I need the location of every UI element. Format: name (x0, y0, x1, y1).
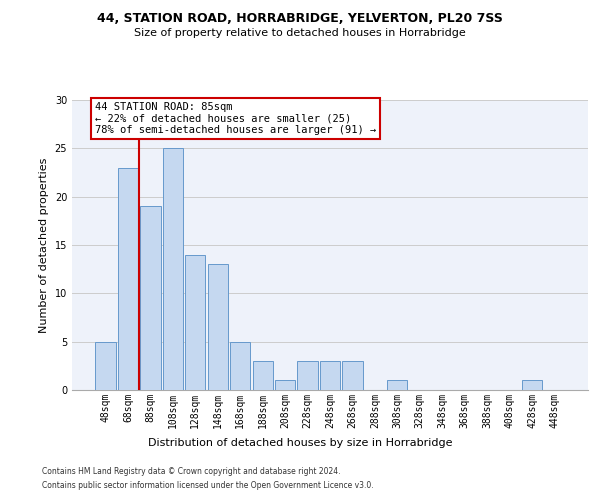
Bar (298, 361, 317, 390)
Bar (343, 361, 362, 390)
Bar (387, 380, 407, 390)
Bar (118, 168, 138, 390)
Bar (208, 264, 228, 390)
Text: Contains public sector information licensed under the Open Government Licence v3: Contains public sector information licen… (42, 481, 374, 490)
Bar (522, 380, 542, 390)
Bar (140, 206, 161, 390)
Text: Distribution of detached houses by size in Horrabridge: Distribution of detached houses by size … (148, 438, 452, 448)
Text: Size of property relative to detached houses in Horrabridge: Size of property relative to detached ho… (134, 28, 466, 38)
Bar (253, 361, 273, 390)
Y-axis label: Number of detached properties: Number of detached properties (39, 158, 49, 332)
Bar (275, 380, 295, 390)
Bar (320, 361, 340, 390)
Bar (95, 342, 116, 390)
Bar (163, 148, 183, 390)
Text: 44, STATION ROAD, HORRABRIDGE, YELVERTON, PL20 7SS: 44, STATION ROAD, HORRABRIDGE, YELVERTON… (97, 12, 503, 26)
Bar (185, 254, 205, 390)
Bar (230, 342, 250, 390)
Text: Contains HM Land Registry data © Crown copyright and database right 2024.: Contains HM Land Registry data © Crown c… (42, 467, 341, 476)
Text: 44 STATION ROAD: 85sqm
← 22% of detached houses are smaller (25)
78% of semi-det: 44 STATION ROAD: 85sqm ← 22% of detached… (95, 102, 376, 135)
